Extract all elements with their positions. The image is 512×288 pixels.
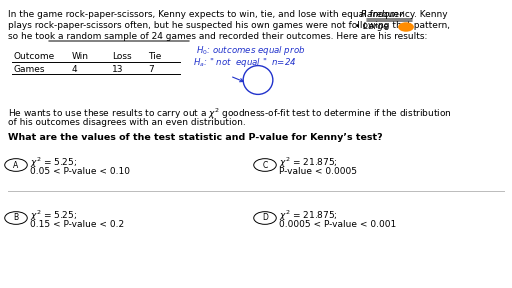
Text: Win: Win (72, 52, 89, 61)
Text: 0.15 < P-value < 0.2: 0.15 < P-value < 0.2 (30, 220, 124, 229)
Text: A: A (13, 160, 18, 170)
Text: 7: 7 (148, 65, 154, 74)
Text: 4: 4 (72, 65, 78, 74)
Text: He wants to use these results to carry out a $\chi^2$ goodness-of-fit test to de: He wants to use these results to carry o… (8, 107, 452, 122)
Text: Tie: Tie (148, 52, 161, 61)
Text: $\chi^2$ = 5.25;: $\chi^2$ = 5.25; (30, 209, 77, 223)
Text: $\chi^2$ = 5.25;: $\chi^2$ = 5.25; (30, 156, 77, 170)
Text: B: B (13, 213, 18, 223)
Text: $\chi^2$ = 21.875;: $\chi^2$ = 21.875; (279, 209, 338, 223)
Text: $H_a$: " not  equal "  n=24: $H_a$: " not equal " n=24 (193, 56, 296, 69)
Text: $\chi^2$ = 21.875;: $\chi^2$ = 21.875; (279, 156, 338, 170)
Text: Games: Games (14, 65, 46, 74)
Text: • Large: • Large (355, 22, 389, 31)
Text: 0.0005 < P-value < 0.001: 0.0005 < P-value < 0.001 (279, 220, 396, 229)
Text: Loss: Loss (112, 52, 132, 61)
Text: 0.05 < P-value < 0.10: 0.05 < P-value < 0.10 (30, 167, 130, 176)
Text: of his outcomes disagrees with an even distribution.: of his outcomes disagrees with an even d… (8, 118, 246, 127)
Text: In the game rock-paper-scissors, Kenny expects to win, tie, and lose with equal : In the game rock-paper-scissors, Kenny e… (8, 10, 447, 19)
Circle shape (399, 23, 413, 31)
Text: P-value < 0.0005: P-value < 0.0005 (279, 167, 357, 176)
Text: plays rock-paper-scissors often, but he suspected his own games were not followi: plays rock-paper-scissors often, but he … (8, 21, 450, 30)
Text: so he took a random sample of 24 games and recorded their outcomes. Here are his: so he took a random sample of 24 games a… (8, 32, 428, 41)
Text: . Random✓: . Random✓ (355, 10, 406, 19)
Text: D: D (262, 213, 268, 223)
Text: C: C (262, 160, 268, 170)
Text: What are the values of the test statistic and P-value for Kenny’s test?: What are the values of the test statisti… (8, 133, 382, 142)
Text: 13: 13 (112, 65, 123, 74)
Text: $H_0$: outcomes equal prob: $H_0$: outcomes equal prob (196, 44, 305, 57)
Text: Outcome: Outcome (14, 52, 55, 61)
